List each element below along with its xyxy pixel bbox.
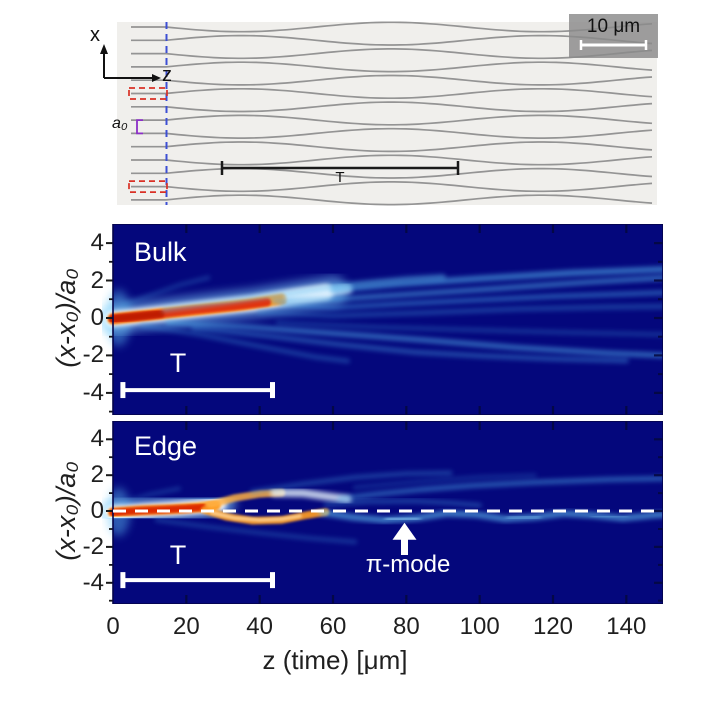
waveguide-path	[131, 154, 653, 166]
beam-path	[384, 514, 421, 523]
waveguide-path	[131, 181, 653, 193]
y-tick-label: -4	[82, 378, 104, 406]
beam-path	[121, 275, 211, 308]
beam-path	[329, 266, 663, 294]
bulk-heatmap	[102, 224, 663, 415]
beam-path	[275, 320, 663, 337]
beam-path	[154, 517, 358, 545]
pi-mode-arrow-icon	[392, 522, 417, 540]
x-axis-label: z (time) [μm]	[262, 645, 408, 675]
beam-path	[165, 319, 663, 359]
beam-path	[505, 514, 542, 522]
y-tick-label: -2	[82, 532, 104, 560]
beam-path	[256, 303, 663, 319]
beam-path	[271, 274, 663, 304]
y-tick-label: 4	[90, 229, 104, 257]
beam-path	[210, 511, 302, 522]
edge-period-label: T	[169, 540, 187, 570]
y-tick-label: 2	[90, 461, 104, 489]
y-tick-label: 2	[90, 266, 104, 294]
beam-path	[270, 488, 352, 504]
scale-bar-label: 10 μm	[586, 16, 641, 37]
waveguide-path	[131, 194, 653, 206]
micrograph-period-label: T	[335, 169, 345, 186]
bulk-period-label: T	[169, 348, 187, 378]
waveguide-path	[131, 141, 653, 153]
beam-path	[121, 486, 182, 505]
waveguide-path	[131, 101, 653, 113]
micrograph-overlay	[100, 14, 658, 206]
beam-path	[161, 273, 446, 313]
x-tick-label: 120	[532, 613, 574, 640]
waveguide-path	[131, 167, 653, 179]
x-tick-label: 40	[246, 613, 273, 640]
scale-bar-box	[569, 14, 658, 58]
bulk-panel-title: Bulk	[134, 237, 187, 267]
beam-path	[249, 470, 453, 495]
micrograph-z-axis-label: z	[162, 64, 172, 86]
waveguide-path	[131, 87, 653, 100]
pi-mode-label: π-mode	[365, 551, 451, 578]
x-arrow-head-icon	[100, 44, 108, 54]
edge-heatmap	[102, 421, 663, 604]
pi-mode-arrow-shaft	[401, 537, 408, 555]
z-arrow-head-icon	[152, 74, 161, 82]
y-tick-label: 0	[90, 497, 104, 525]
waveguide-spacing-label: a₀	[112, 115, 128, 132]
micrograph-image	[117, 22, 657, 205]
beam-path	[337, 475, 663, 502]
x-tick-label: 100	[459, 613, 500, 640]
waveguide-path	[131, 114, 653, 126]
y-tick-label: 4	[90, 425, 104, 453]
spacing-bracket	[136, 119, 143, 135]
waveguide-path	[131, 74, 653, 86]
edge-panel-title: Edge	[134, 431, 198, 461]
y-tick-label: -4	[82, 568, 104, 596]
waveguide-path	[131, 127, 653, 139]
x-tick-label: 60	[319, 613, 347, 640]
beam-path	[109, 310, 165, 323]
x-tick-label: 20	[172, 613, 200, 640]
y-tick-label: -2	[82, 341, 104, 369]
panel-border	[112, 224, 663, 415]
y-tick-label: 0	[90, 303, 104, 331]
beam-path	[139, 323, 351, 364]
x-tick-label: 140	[606, 613, 647, 640]
beam-path	[323, 498, 483, 508]
beam-path	[279, 290, 663, 311]
edge-waveguide-marker	[128, 180, 168, 193]
edge-waveguide-marker	[128, 87, 168, 100]
x-tick-label: 80	[392, 613, 420, 640]
beam-path	[191, 325, 629, 364]
waveguide-path	[131, 61, 653, 73]
x-tick-label: 0	[106, 613, 120, 640]
beam-path	[352, 473, 537, 490]
micrograph-x-axis-label: x	[90, 24, 100, 46]
